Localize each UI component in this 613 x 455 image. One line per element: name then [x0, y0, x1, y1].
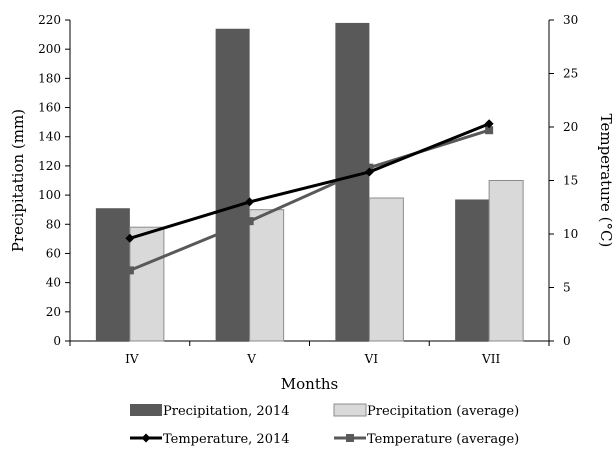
legend-label-precipitation-2014: Precipitation, 2014 — [163, 404, 289, 419]
x-tick-label: V — [246, 352, 256, 366]
legend-label-temperature-2014: Temperature, 2014 — [163, 432, 290, 447]
x-axis-title: Months — [281, 375, 338, 393]
y-tick-label-left: 40 — [46, 276, 61, 290]
y-tick-label-left: 120 — [38, 159, 61, 173]
y-tick-label-right: 5 — [563, 281, 571, 295]
point-temperature-2014 — [245, 197, 255, 207]
y-tick-label-left: 180 — [38, 71, 61, 85]
line-temperature-2014 — [129, 122, 490, 240]
point-temperature-2014 — [364, 167, 374, 177]
y-tick-label-left: 220 — [38, 13, 61, 27]
bar-precipitation-average — [249, 209, 285, 342]
x-tick-label: VII — [481, 352, 500, 366]
bar-precipitation-average — [368, 197, 404, 342]
x-tick-label: VI — [364, 352, 379, 366]
y-tick-label-right: 25 — [563, 67, 578, 81]
y-tick-label-left: 100 — [38, 188, 61, 202]
y-tick-label-left: 160 — [38, 101, 61, 115]
point-temperature-2014 — [484, 119, 494, 129]
y-tick-label-right: 15 — [563, 174, 578, 188]
bar-precipitation-2014 — [215, 28, 250, 341]
point-temperature-average — [125, 266, 134, 275]
legend-label-precipitation-average: Precipitation (average) — [367, 404, 519, 419]
x-tick-label: IV — [125, 352, 139, 366]
y-tick-label-left: 60 — [46, 246, 61, 260]
line-temperature-average — [129, 128, 490, 272]
legend-swatch-precipitation-2014 — [130, 404, 162, 416]
legend-marker-temperature-2014 — [141, 433, 151, 443]
bar-precipitation-average — [488, 180, 524, 342]
y-tick-label-left: 200 — [38, 42, 61, 56]
bar-precipitation-average — [129, 226, 165, 342]
y-tick-label-right: 30 — [563, 13, 578, 27]
legend-marker-temperature-average — [346, 434, 354, 442]
bar-precipitation-2014 — [455, 199, 490, 341]
y-tick-label-right: 20 — [563, 120, 578, 134]
point-temperature-average — [485, 126, 494, 135]
legend-swatch-precipitation-average — [333, 403, 367, 417]
point-temperature-average — [245, 217, 254, 226]
point-temperature-2014 — [125, 233, 135, 243]
legend-label-temperature-average: Temperature (average) — [367, 432, 519, 447]
bar-precipitation-2014 — [95, 208, 130, 341]
y-tick-label-left: 140 — [38, 130, 61, 144]
y-axis-title-left: Precipitation (mm) — [9, 109, 27, 252]
y-tick-label-left: 80 — [46, 217, 61, 231]
y-tick-label-left: 0 — [53, 334, 61, 348]
y-axis-title-right: Temperature (°C) — [597, 114, 613, 248]
y-tick-label-right: 10 — [563, 227, 578, 241]
y-tick-label-left: 20 — [46, 305, 61, 319]
y-tick-label-right: 0 — [563, 334, 571, 348]
